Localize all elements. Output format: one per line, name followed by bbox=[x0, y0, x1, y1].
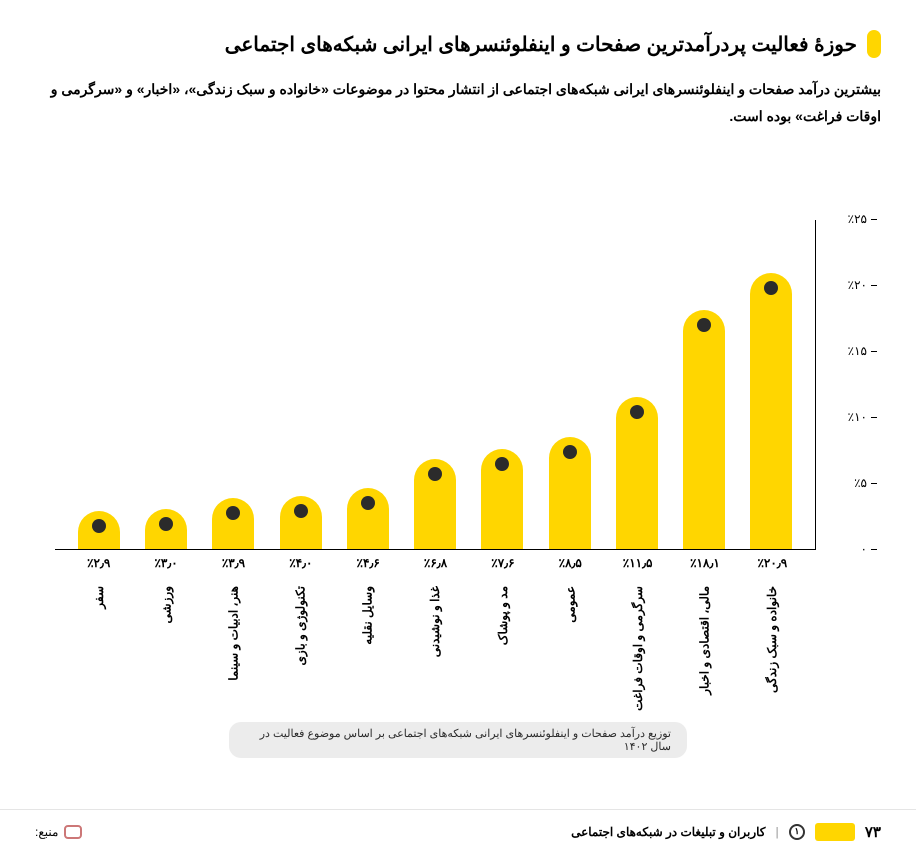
chart-bar-dot bbox=[159, 517, 173, 531]
chart-value-label: ٪۶٫۸ bbox=[406, 556, 466, 570]
chart-bar bbox=[145, 509, 187, 549]
chart-value-label: ٪۳٫۰ bbox=[136, 556, 196, 570]
chart-bar bbox=[78, 511, 120, 549]
chart-category-label: سرگرمی و اوقات فراغت bbox=[608, 580, 668, 700]
chart-ytick: ٪۲۰ bbox=[822, 278, 867, 292]
chart-bars bbox=[55, 220, 815, 549]
page-footer: ۷۳ ۱ | کاربران و تبلیغات در شبکه‌های اجت… bbox=[0, 809, 916, 853]
chart-ytick: ٪۲۵ bbox=[822, 212, 867, 226]
chart-value-label: ٪۴٫۰ bbox=[271, 556, 331, 570]
chart-value-labels: ٪۲۰٫۹ ٪۱۸٫۱ ٪۱۱٫۵ ٪۸٫۵ ٪۷٫۶ ٪۶٫۸ ٪۴٫۶ ٪۴٫۰ ٪۳٫۹ ٪… bbox=[55, 556, 816, 570]
brand-coin-icon: ۱ bbox=[789, 824, 805, 840]
chart-category-label: مالی، اقتصادی و اخبار bbox=[675, 580, 735, 700]
chart-value-label: ٪۲۰٫۹ bbox=[742, 556, 802, 570]
chart-ytick: ٪۱۵ bbox=[822, 344, 867, 358]
chart-bar bbox=[616, 397, 658, 549]
chart-bar bbox=[280, 496, 322, 549]
chart-category-label: وسایل نقلیه bbox=[338, 580, 398, 700]
chart-bar-dot bbox=[764, 281, 778, 295]
chart-bar-dot bbox=[361, 496, 375, 510]
chart-value-label: ٪۴٫۶ bbox=[338, 556, 398, 570]
chart-bar bbox=[549, 437, 591, 549]
chart-caption: توزیع درآمد صفحات و اینفلوئنسرهای ایرانی… bbox=[229, 722, 687, 758]
source-label: منبع: bbox=[35, 825, 58, 839]
chart-value-label: ٪۸٫۵ bbox=[540, 556, 600, 570]
chart-bar-dot bbox=[563, 445, 577, 459]
source-logo-icon bbox=[64, 825, 82, 839]
chart-category-label: تکنولوژی و بازی bbox=[271, 580, 331, 700]
chart-value-label: ٪۱۱٫۵ bbox=[608, 556, 668, 570]
chart-bar-dot bbox=[226, 506, 240, 520]
chart-ytick: ٪۵ bbox=[822, 476, 867, 490]
footer-right-group: ۷۳ ۱ | کاربران و تبلیغات در شبکه‌های اجت… bbox=[571, 823, 881, 841]
chart-plot-area: ۰٪۵٪۱۰٪۱۵٪۲۰٪۲۵ bbox=[55, 220, 816, 550]
bar-chart: ۰٪۵٪۱۰٪۱۵٪۲۰٪۲۵ ٪۲۰٫۹٪۱۸٫۱٪۱۱٫۵٪۸٫۵٪۷٫۶٪… bbox=[45, 220, 871, 680]
chart-bar bbox=[481, 449, 523, 549]
page-title: حوزهٔ فعالیت پردرآمدترین صفحات و اینفلوئ… bbox=[225, 32, 857, 57]
chart-category-labels: خانواده و سبک زندگیمالی، اقتصادی و اخبار… bbox=[55, 580, 816, 700]
page-number: ۷۳ bbox=[865, 823, 881, 841]
chart-bar bbox=[750, 273, 792, 549]
chart-bar-dot bbox=[495, 457, 509, 471]
footer-source: منبع: bbox=[35, 825, 82, 839]
page-subtitle: بیشترین درآمد صفحات و اینفلوئنسرهای ایرا… bbox=[0, 68, 916, 129]
chart-ytick: ۰ bbox=[822, 542, 867, 556]
chart-category-label: غذا و نوشیدنی bbox=[406, 580, 466, 700]
chart-bar bbox=[414, 459, 456, 549]
footer-section-label: کاربران و تبلیغات در شبکه‌های اجتماعی bbox=[571, 825, 765, 839]
chart-bar-dot bbox=[428, 467, 442, 481]
chart-value-label: ٪۳٫۹ bbox=[203, 556, 263, 570]
header: حوزهٔ فعالیت پردرآمدترین صفحات و اینفلوئ… bbox=[0, 0, 916, 68]
chart-bar-dot bbox=[630, 405, 644, 419]
chart-bar bbox=[347, 488, 389, 549]
brand-badge-icon bbox=[815, 823, 855, 841]
header-accent-mark bbox=[867, 30, 881, 58]
chart-value-label: ٪۷٫۶ bbox=[473, 556, 533, 570]
chart-category-label: عمومی bbox=[540, 580, 600, 700]
chart-category-label: سفر bbox=[69, 580, 129, 700]
chart-bar-dot bbox=[92, 519, 106, 533]
chart-bar-dot bbox=[294, 504, 308, 518]
chart-bar bbox=[683, 310, 725, 549]
chart-value-label: ٪۱۸٫۱ bbox=[675, 556, 735, 570]
chart-value-label: ٪۲٫۹ bbox=[69, 556, 129, 570]
chart-bar-dot bbox=[697, 318, 711, 332]
chart-category-label: خانواده و سبک زندگی bbox=[742, 580, 802, 700]
chart-category-label: ورزشی bbox=[136, 580, 196, 700]
chart-category-label: مد و پوشاک bbox=[473, 580, 533, 700]
chart-category-label: هنر، ادبیات و سینما bbox=[203, 580, 263, 700]
chart-bar bbox=[212, 498, 254, 549]
chart-ytick: ٪۱۰ bbox=[822, 410, 867, 424]
